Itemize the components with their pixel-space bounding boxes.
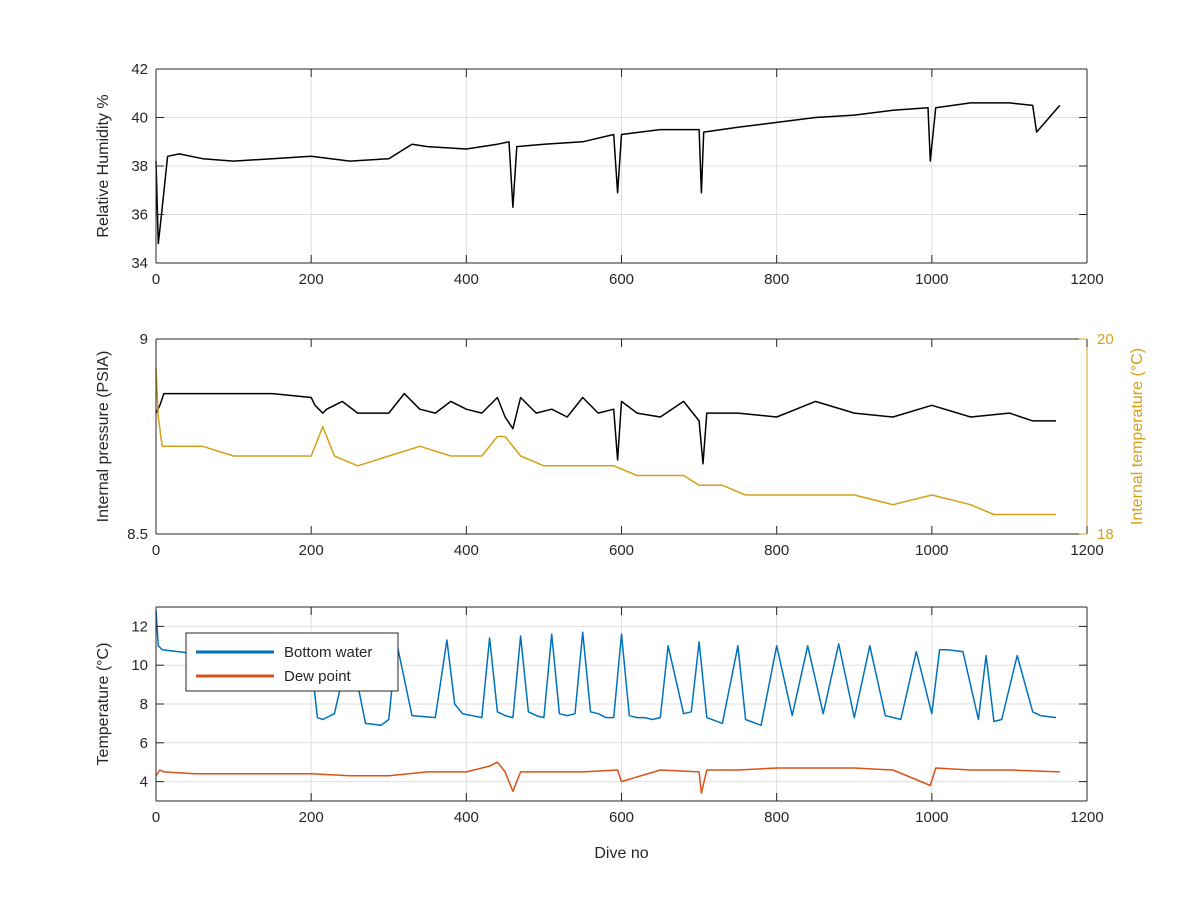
series-line [155, 392, 1056, 465]
x-tick-label: 1200 [1070, 542, 1103, 559]
x-tick-label: 0 [152, 542, 160, 559]
x-tick-label: 800 [764, 271, 789, 288]
series-line [155, 102, 1061, 245]
x-tick-label: 800 [764, 542, 789, 559]
y-axis-label: Relative Humidity % [95, 94, 112, 237]
x-tick-label: 1000 [915, 271, 948, 288]
x-tick-label: 200 [299, 271, 324, 288]
series-line [155, 761, 1060, 794]
legend [185, 632, 399, 692]
x-tick-label: 1000 [915, 809, 948, 826]
y-tick-label: 8 [140, 696, 148, 713]
y-axis-label: Internal pressure (PSIA) [95, 351, 112, 523]
x-tick-label: 600 [609, 271, 634, 288]
x-tick-label: 400 [454, 809, 479, 826]
legend-label: Dew point [284, 668, 352, 685]
y-tick-label: 40 [131, 110, 148, 127]
x-tick-label: 1200 [1070, 271, 1103, 288]
y2-tick-label: 20 [1097, 331, 1114, 348]
x-tick-label: 800 [764, 809, 789, 826]
x-tick-label: 400 [454, 271, 479, 288]
y-axis-label: Temperature (°C) [95, 643, 112, 766]
x-tick-label: 0 [152, 809, 160, 826]
x-tick-label: 400 [454, 542, 479, 559]
y-tick-label: 4 [140, 774, 148, 791]
x-tick-label: 0 [152, 271, 160, 288]
x-axis-label: Dive no [594, 845, 648, 862]
y-tick-label: 10 [131, 657, 148, 674]
series-line [155, 368, 1056, 516]
y-tick-label: 42 [131, 61, 148, 78]
y-tick-label: 9 [140, 331, 148, 348]
legend-label: Bottom water [284, 644, 372, 661]
y2-axis-label: Internal temperature (°C) [1129, 348, 1146, 525]
y-tick-label: 34 [131, 255, 148, 272]
x-tick-label: 600 [609, 542, 634, 559]
x-tick-label: 600 [609, 809, 634, 826]
y-tick-label: 12 [131, 618, 148, 635]
x-tick-label: 1000 [915, 542, 948, 559]
x-tick-label: 200 [299, 809, 324, 826]
y-tick-label: 38 [131, 158, 148, 175]
y-tick-label: 6 [140, 735, 148, 752]
x-tick-label: 200 [299, 542, 324, 559]
y-tick-label: 36 [131, 207, 148, 224]
y-tick-label: 8.5 [127, 526, 148, 543]
x-tick-label: 1200 [1070, 809, 1103, 826]
series-line [155, 610, 1057, 727]
y2-tick-label: 18 [1097, 526, 1114, 543]
